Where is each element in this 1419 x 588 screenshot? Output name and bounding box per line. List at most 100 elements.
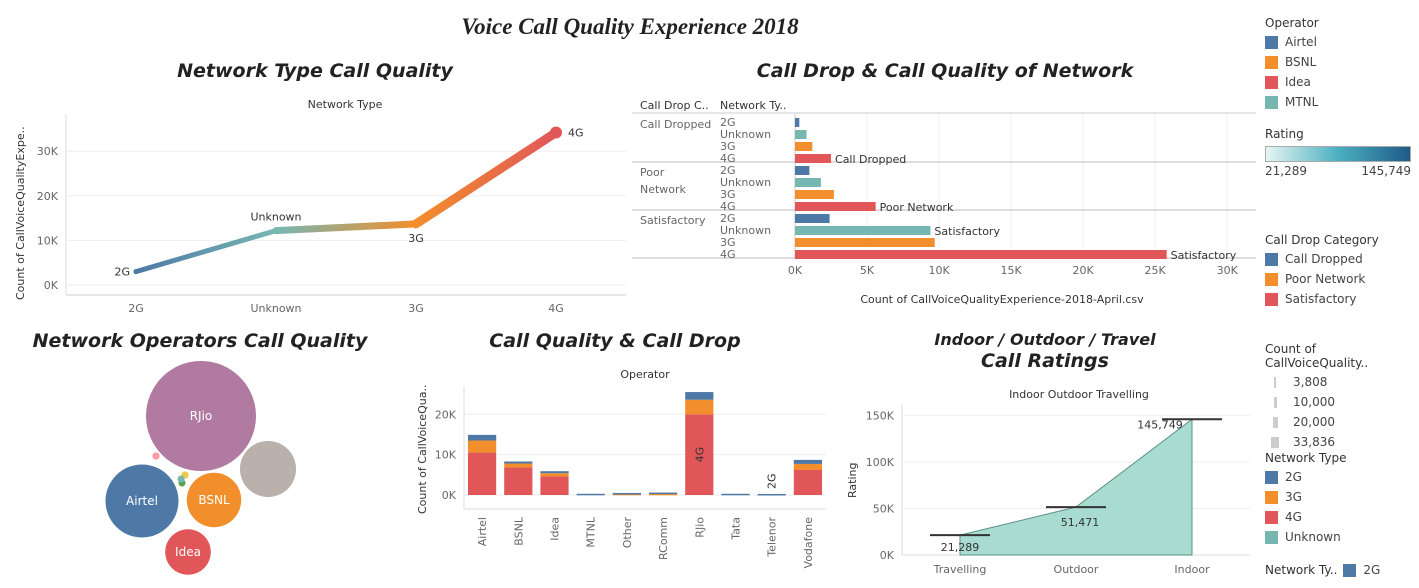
call-drop-row-label: 3G [720, 188, 736, 201]
network-type-legend-item-3g[interactable]: 3G [1265, 487, 1415, 507]
call-drop-legend-item-satisfactory[interactable]: Satisfactory [1265, 289, 1415, 309]
network-ty-legend: Network Ty.. 2G [1265, 555, 1415, 585]
cq-bar-bsnl-4g[interactable] [504, 467, 533, 495]
network-type-point-4g[interactable] [550, 126, 562, 139]
cq-bar-airtel-2g[interactable] [468, 434, 497, 441]
network-type-legend-swatch [1265, 530, 1278, 544]
network-type-legend-item-2g[interactable]: 2G [1265, 467, 1415, 487]
operator-legend-label: Idea [1285, 75, 1311, 89]
network-type-point-2g[interactable] [133, 269, 139, 275]
bubble-rjio[interactable] [146, 361, 256, 471]
call-drop-bar-label: Satisfactory [934, 225, 1000, 238]
call-drop-row-label: Unknown [720, 176, 771, 189]
count-legend-item[interactable]: 10,000 [1265, 392, 1419, 412]
cq-bar-rjio-2g[interactable] [685, 392, 714, 400]
call-drop-legend-item-call-dropped[interactable]: Call Dropped [1265, 249, 1415, 269]
call-drop-row-label: Unknown [720, 128, 771, 141]
call-drop-bar-poor-network-2g[interactable] [795, 166, 810, 175]
cq-bar-tata-2g[interactable] [721, 493, 750, 496]
cq-bar-mtnl-2g[interactable] [576, 493, 605, 496]
call-drop-bar-satisfactory-2g[interactable] [795, 214, 830, 223]
cq-xtick: Vodafone [802, 517, 815, 569]
ratings-area[interactable] [959, 418, 1193, 556]
cq-xtick: Telenor [766, 517, 779, 558]
cq-ytick: 0K [442, 489, 457, 502]
call-drop-legend-item-poor-network[interactable]: Poor Network [1265, 269, 1415, 289]
call-drop-bar-call-dropped-3g[interactable] [795, 142, 813, 151]
cq-bar-rjio-3g[interactable] [685, 399, 714, 415]
cq-bar-bsnl-2g[interactable] [504, 461, 533, 464]
operator-legend-swatch [1265, 55, 1278, 69]
cq-bar-vodafone-2g[interactable] [793, 459, 822, 464]
operator-legend-item-mtnl[interactable]: MTNL [1265, 92, 1415, 112]
count-legend-item[interactable]: 3,808 [1265, 372, 1419, 392]
call-drop-bar-satisfactory-unknown[interactable] [795, 226, 931, 235]
cq-annotation: 2G [766, 473, 779, 489]
cq-ytick: 10K [435, 449, 457, 462]
ratings-xtick: Outdoor [1054, 563, 1099, 576]
call-drop-legend: Call Drop Category Call Dropped Poor Netw… [1265, 233, 1415, 309]
call-drop-bar-call-dropped-2g[interactable] [795, 118, 800, 127]
ratings-ytick: 50K [873, 502, 895, 515]
count-legend-item[interactable]: 20,000 [1265, 412, 1419, 432]
count-legend-item[interactable]: 33,836 [1265, 432, 1419, 452]
call-drop-bar-call-dropped-4g[interactable] [795, 154, 832, 163]
cq-bar-vodafone-3g[interactable] [793, 463, 822, 470]
bubble-idea[interactable] [165, 529, 211, 575]
call-drop-row-label: 2G [720, 116, 736, 129]
network-type-legend-label: Unknown [1285, 530, 1341, 544]
network-type-point-label: 3G [408, 232, 424, 245]
call-drop-row-label: 4G [720, 152, 736, 165]
bubble-airtel[interactable] [105, 464, 179, 538]
call-drop-bar-satisfactory-4g[interactable] [795, 250, 1167, 259]
operator-legend-item-airtel[interactable]: Airtel [1265, 32, 1415, 52]
count-legend-label: 20,000 [1293, 415, 1335, 429]
bubble-small-1[interactable] [152, 452, 160, 460]
call-drop-xtick: 30K [1217, 264, 1239, 277]
operator-legend-title: Operator [1265, 16, 1319, 30]
ratings-title-top: Indoor / Outdoor / Travel [934, 330, 1156, 349]
call-drop-bar-call-dropped-unknown[interactable] [795, 130, 807, 139]
count-legend-label: 10,000 [1293, 395, 1335, 409]
call-drop-legend-title: Call Drop Category [1265, 233, 1379, 247]
ratings-header: Indoor Outdoor Travelling [1009, 388, 1149, 401]
cq-bar-rcomm-2g[interactable] [649, 492, 678, 495]
call-drop-bar-label: Satisfactory [1171, 249, 1237, 262]
bubble-other[interactable] [239, 440, 297, 498]
network-type-legend-title: Network Type [1265, 451, 1347, 465]
cq-bar-airtel-3g[interactable] [468, 440, 497, 453]
cq-bar-rjio-4g[interactable] [685, 414, 714, 495]
network-type-legend-item-unknown[interactable]: Unknown [1265, 527, 1415, 547]
rating-legend-title: Rating [1265, 127, 1304, 141]
call-drop-bar-satisfactory-3g[interactable] [795, 238, 935, 247]
ratings-xtick: Indoor [1174, 563, 1210, 576]
cq-bar-bsnl-3g[interactable] [504, 463, 533, 468]
network-ty-item-2g: 2G [1363, 563, 1381, 577]
operator-legend-item-idea[interactable]: Idea [1265, 72, 1415, 92]
bubble-bsnl[interactable] [186, 472, 242, 528]
call-drop-bar-poor-network-3g[interactable] [795, 190, 834, 199]
cq-bar-idea-3g[interactable] [540, 473, 569, 477]
cq-bar-rcomm-3g[interactable] [649, 493, 678, 496]
cq-bar-telenor-2g[interactable] [757, 493, 786, 496]
operator-legend-item-bsnl[interactable]: BSNL [1265, 52, 1415, 72]
call-drop-group-label: Network [640, 183, 687, 196]
network-type-legend-swatch [1265, 510, 1278, 524]
bubble-label: BSNL [198, 493, 230, 507]
call-drop-bar-poor-network-unknown[interactable] [795, 178, 821, 187]
network-type-point-unknown[interactable] [273, 227, 279, 234]
network-type-point-3g[interactable] [412, 220, 420, 228]
cq-bar-other-3g[interactable] [612, 493, 641, 496]
cq-bar-vodafone-4g[interactable] [793, 469, 822, 495]
network-type-header: Network Type [308, 98, 383, 111]
bubble-small-4[interactable] [177, 475, 185, 483]
call-drop-xtick: 15K [1000, 264, 1022, 277]
cq-bar-airtel-4g[interactable] [468, 452, 497, 495]
call-drop-bar-poor-network-4g[interactable] [795, 202, 876, 211]
cq-bar-other-2g[interactable] [612, 492, 641, 495]
cq-bar-idea-4g[interactable] [540, 476, 569, 495]
network-type-legend-item-4g[interactable]: 4G [1265, 507, 1415, 527]
cq-bar-idea-2g[interactable] [540, 471, 569, 474]
call-drop-row-label: 4G [720, 248, 736, 261]
network-type-xtick: 3G [408, 302, 424, 315]
